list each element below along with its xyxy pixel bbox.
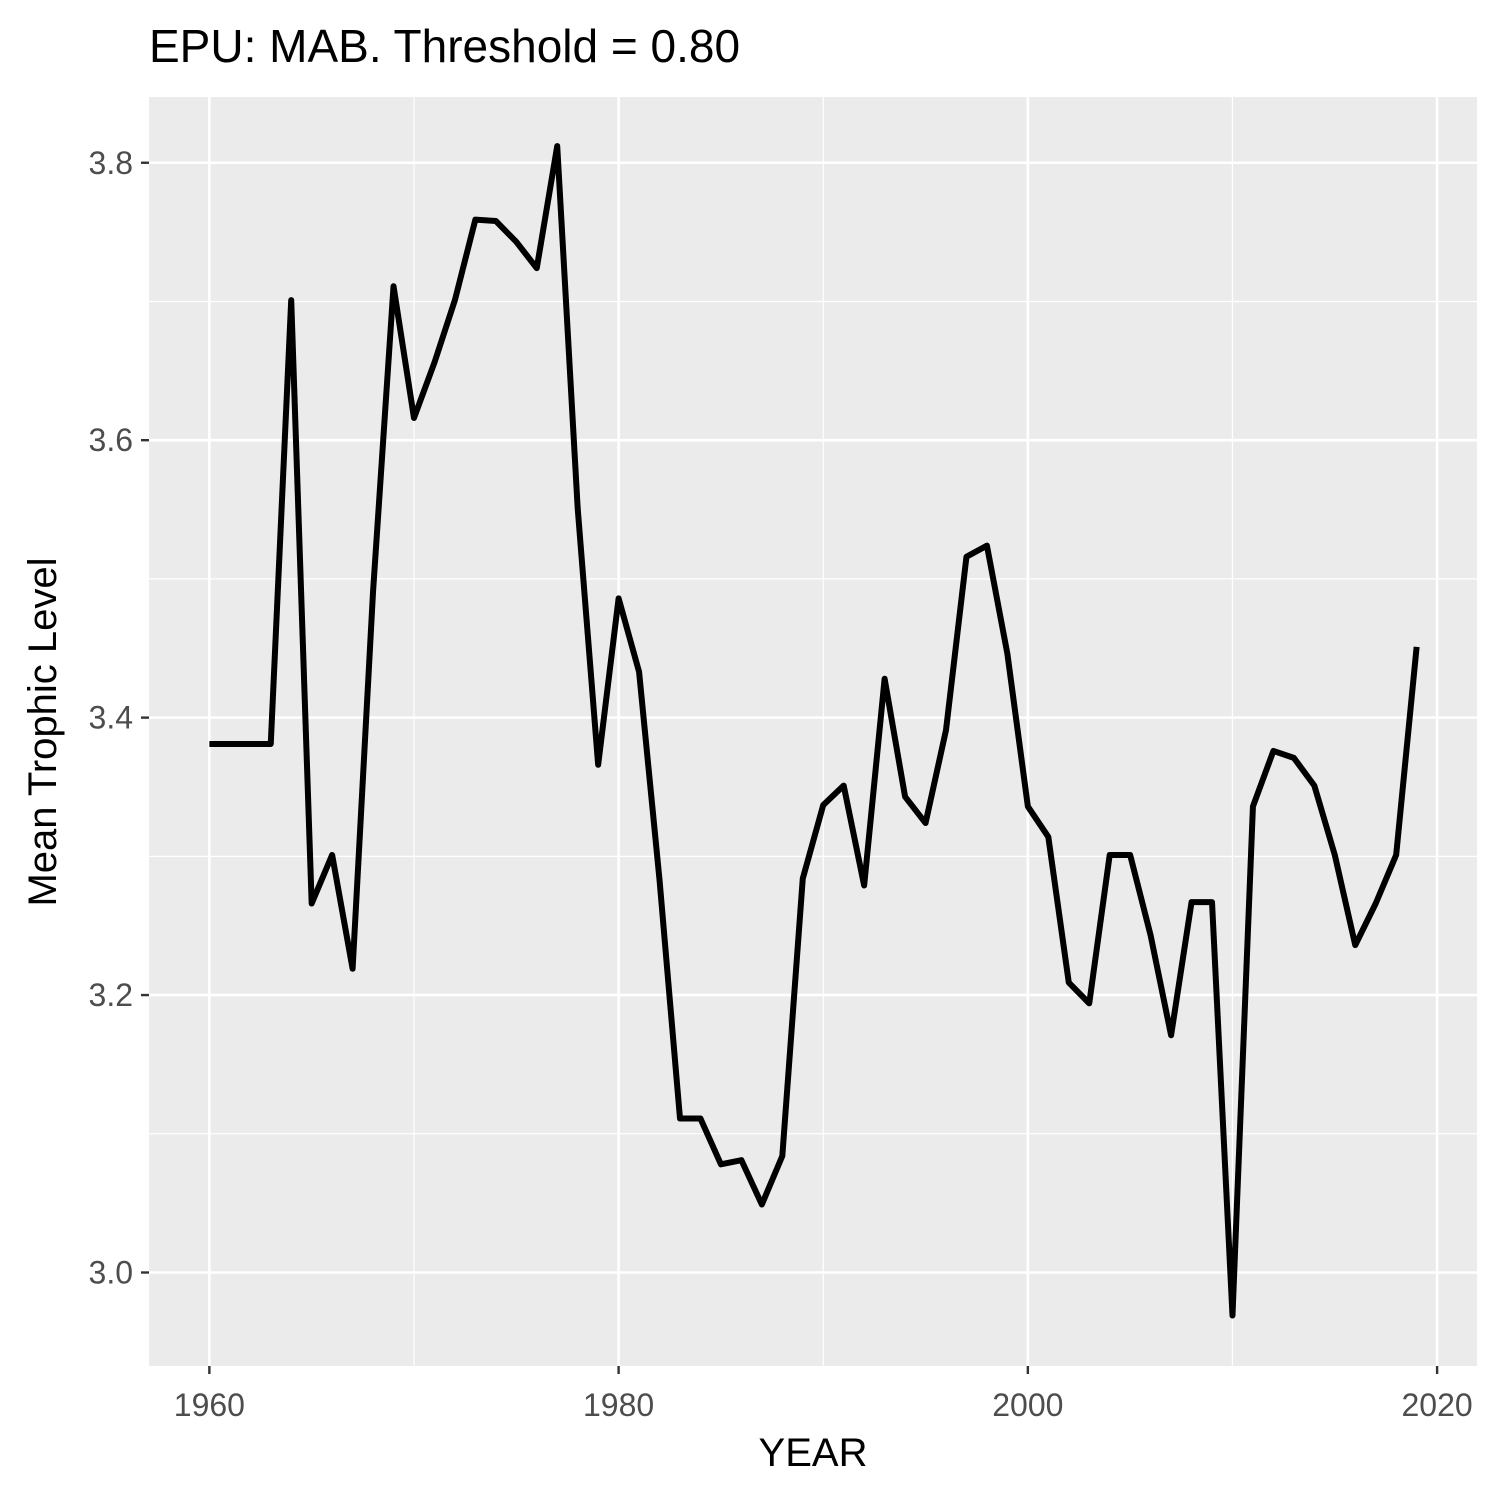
chart-title: EPU: MAB. Threshold = 0.80 <box>149 20 740 72</box>
plot-panel <box>149 97 1477 1366</box>
y-tick-label: 3.0 <box>89 1255 133 1291</box>
series-layer <box>209 143 1420 1319</box>
y-axis-label: Mean Trophic Level <box>21 557 65 906</box>
y-axis: 3.0 3.2 3.4 3.6 3.8 <box>89 145 149 1291</box>
x-axis: 1960 1980 2000 2020 <box>174 1366 1473 1423</box>
x-tick-label: 1980 <box>583 1387 654 1423</box>
x-tick-label: 2020 <box>1402 1387 1473 1423</box>
x-tick-label: 1960 <box>174 1387 245 1423</box>
y-tick-label: 3.6 <box>89 422 133 458</box>
x-axis-label: YEAR <box>759 1431 868 1475</box>
major-gridlines <box>149 97 1477 1366</box>
y-tick-label: 3.8 <box>89 145 133 181</box>
x-tick-label: 2000 <box>992 1387 1063 1423</box>
y-tick-label: 3.4 <box>89 700 133 736</box>
series-line <box>209 143 1420 1319</box>
minor-gridlines <box>149 97 1477 1366</box>
y-tick-label: 3.2 <box>89 977 133 1013</box>
